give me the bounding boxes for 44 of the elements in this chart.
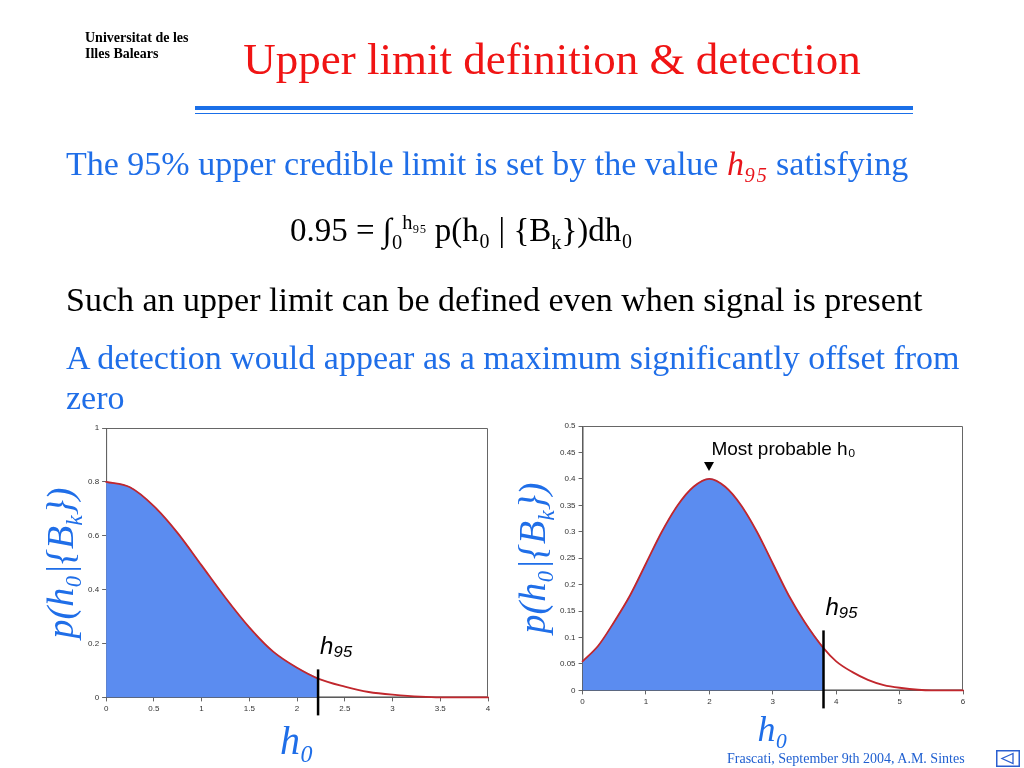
y-tick-label: 0.2 (88, 638, 100, 648)
y-tick-label: 0.25 (559, 553, 577, 563)
x-tick-label: 2 (294, 704, 300, 714)
y-tick-label: 0.5 (564, 421, 577, 431)
x-tick-label: 2 (707, 697, 713, 707)
x-tick-label: 4 (485, 704, 491, 714)
y-tick-label: 0 (571, 685, 577, 695)
text: Universitat de les Illes Balears (85, 30, 190, 62)
x-tick-label: 3.5 (434, 704, 447, 714)
x-tick-label: 6 (960, 697, 966, 707)
x-tick-label: 0.5 (148, 704, 160, 714)
y-tick-label: 1 (94, 423, 100, 433)
x-tick-label: 1 (199, 704, 205, 714)
ref-line-label: h₉₅ (320, 632, 353, 660)
x-tick-label: 1 (643, 697, 649, 707)
y-tick-label: 0.15 (559, 606, 577, 616)
x-tick-label: 0 (580, 697, 586, 707)
y-tick-label: 0.05 (559, 659, 577, 669)
y-tick-label: 0.2 (564, 579, 577, 589)
x-tick-label: 3 (390, 704, 396, 714)
x-tick-label: 1.5 (243, 704, 256, 714)
text: A detection would appear as a maximum significantly offset from zero (66, 338, 961, 418)
ref-line-label: h₉₅ (825, 593, 859, 621)
x-axis-title: h₀ (757, 708, 789, 751)
text: Such an upper limit can be defined even when signal is present (66, 280, 923, 320)
x-tick-label: 5 (897, 697, 903, 707)
text: The 95% upper credible limit is set by the value h₉₅ satisfying (66, 144, 909, 184)
y-tick-label: 0.45 (559, 447, 577, 457)
text: Frascati, September 9th 2004, A.M. Sintes (727, 751, 965, 767)
y-tick-label: 0.35 (559, 500, 577, 510)
x-tick-label: 3 (770, 697, 776, 707)
x-tick-label: 0 (103, 704, 109, 714)
y-tick-label: 0.8 (88, 477, 100, 487)
y-tick-label: 0.1 (564, 632, 577, 642)
y-tick-label: 0.4 (564, 474, 577, 484)
y-tick-label: 0.4 (88, 584, 100, 594)
text: Upper limit definition & detection (243, 33, 861, 85)
x-tick-label: 2.5 (339, 704, 351, 714)
text: 0.95 = ∫$_{0}$$^{h₉₅}$ p(h₀ | {B$_{k}$})dh₀ (290, 210, 633, 255)
x-tick-label: 4 (833, 697, 839, 707)
y-tick-label: 0.6 (88, 530, 100, 540)
annotation: Most probable h₀ (711, 437, 856, 459)
y-tick-label: 0.3 (564, 526, 577, 536)
x-axis-title: h₀ (280, 717, 314, 765)
